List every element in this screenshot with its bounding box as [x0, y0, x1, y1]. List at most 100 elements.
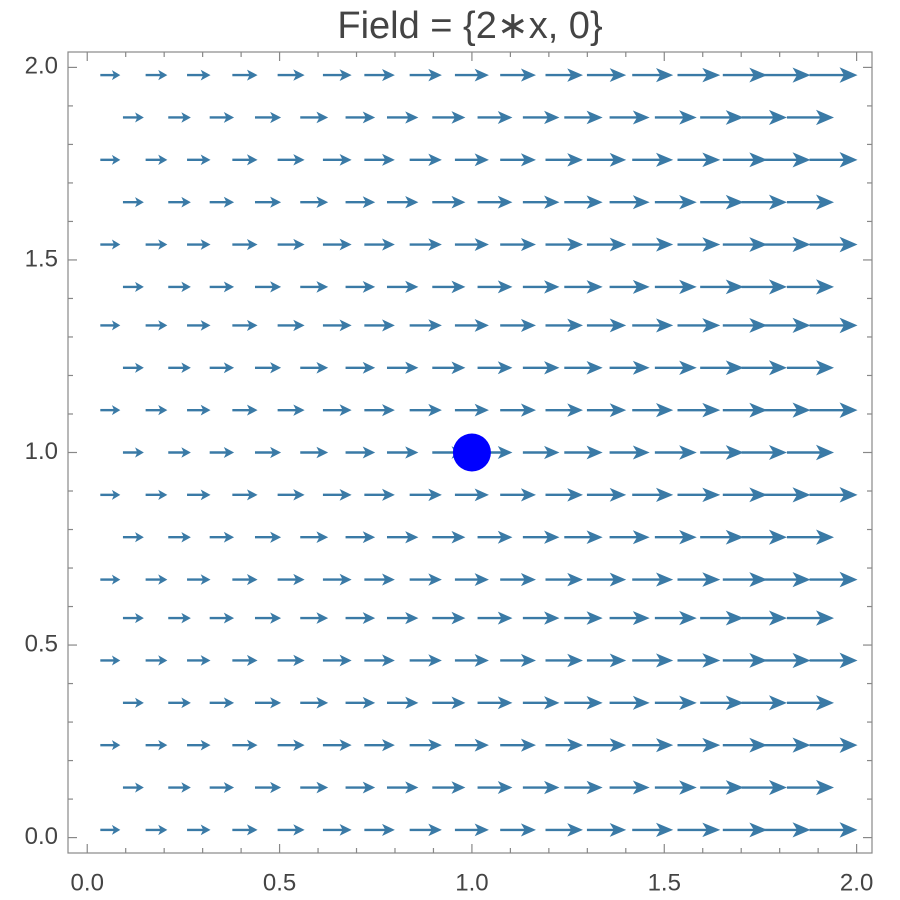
arrow: [477, 361, 513, 375]
arrow-head: [270, 697, 282, 709]
arrow: [100, 70, 121, 81]
arrow: [322, 488, 352, 501]
arrow: [322, 69, 352, 81]
arrow-head: [474, 738, 489, 752]
arrow-head: [768, 444, 787, 461]
arrow-head: [839, 571, 858, 588]
arrow-head: [339, 319, 352, 332]
arrow: [364, 739, 395, 752]
arrow: [209, 447, 235, 458]
arrow-head: [428, 573, 442, 586]
arrow-head: [656, 318, 674, 333]
arrow-head: [768, 695, 787, 711]
arrow-head: [316, 531, 329, 544]
arrow-head: [702, 318, 721, 333]
arrow: [700, 110, 744, 125]
arrow: [168, 612, 191, 624]
arrow: [809, 571, 858, 588]
arrow-head: [792, 402, 811, 418]
arrow-head: [768, 360, 787, 376]
arrow: [522, 110, 560, 125]
arrow: [187, 655, 211, 666]
arrow-head: [816, 360, 835, 376]
arrow-head: [111, 405, 121, 416]
arrow-head: [382, 823, 395, 836]
arrow-head: [270, 531, 282, 543]
arrow-head: [679, 360, 697, 375]
arrow-head: [451, 280, 466, 294]
arrow-head: [497, 530, 513, 544]
arrow-head: [405, 280, 419, 294]
arrow: [209, 112, 235, 123]
arrow-head: [339, 824, 352, 836]
arrow-head: [428, 68, 442, 82]
arrow: [564, 280, 603, 294]
arrow-head: [293, 319, 305, 332]
arrow: [364, 238, 395, 251]
arrow: [809, 236, 858, 253]
arrow-head: [223, 782, 235, 793]
arrow: [386, 361, 419, 374]
arrow-head: [749, 653, 768, 668]
point: [452, 433, 491, 472]
arrow: [564, 611, 603, 625]
arrow-head: [200, 404, 211, 416]
arrow-head: [702, 653, 721, 668]
arrow-head: [428, 238, 442, 251]
arrow-head: [609, 653, 627, 668]
arrow: [764, 236, 811, 253]
arrow: [386, 196, 419, 209]
arrow: [454, 654, 489, 667]
arrow-head: [544, 445, 560, 460]
arrow: [454, 738, 489, 752]
arrow-head: [816, 610, 835, 626]
arrow-head: [246, 739, 258, 751]
arrow: [254, 781, 282, 794]
arrow: [700, 780, 744, 795]
arrow-head: [293, 573, 305, 586]
arrow-head: [451, 530, 466, 544]
arrow: [632, 237, 674, 252]
arrow: [454, 153, 489, 167]
arrow: [609, 195, 650, 210]
arrow: [545, 823, 583, 837]
arrow-head: [111, 239, 121, 250]
arrow: [722, 402, 768, 418]
arrow-head: [339, 573, 352, 586]
arrow: [209, 362, 235, 374]
arrow: [809, 67, 858, 83]
arrow-head: [792, 822, 811, 838]
arrow-head: [792, 67, 811, 83]
arrow: [609, 695, 650, 710]
arrow-head: [586, 780, 603, 795]
arrow-head: [316, 781, 329, 794]
y-tick-label: 0.5: [25, 630, 58, 657]
arrow: [586, 653, 627, 668]
arrow-head: [586, 445, 603, 460]
arrow-head: [270, 362, 282, 374]
arrow-head: [181, 697, 191, 709]
arrow: [432, 361, 466, 375]
arrow-head: [609, 822, 627, 837]
arrow: [500, 68, 536, 82]
arrow: [122, 697, 144, 708]
arrow: [187, 154, 211, 166]
arrow-head: [270, 446, 282, 459]
arrow: [277, 654, 305, 667]
arrow-head: [270, 196, 282, 208]
arrow: [277, 573, 305, 586]
arrow-head: [679, 530, 697, 545]
arrow: [500, 823, 536, 837]
arrow: [432, 696, 466, 710]
arrow-head: [451, 696, 466, 710]
arrow: [632, 487, 674, 502]
arrow: [677, 318, 721, 333]
arrow: [454, 573, 489, 586]
arrow: [145, 320, 168, 331]
arrow: [409, 153, 442, 167]
arrow: [809, 317, 858, 334]
arrow: [809, 737, 858, 753]
arrow-head: [702, 487, 721, 503]
arrow-head: [181, 362, 191, 374]
arrow: [786, 194, 835, 210]
